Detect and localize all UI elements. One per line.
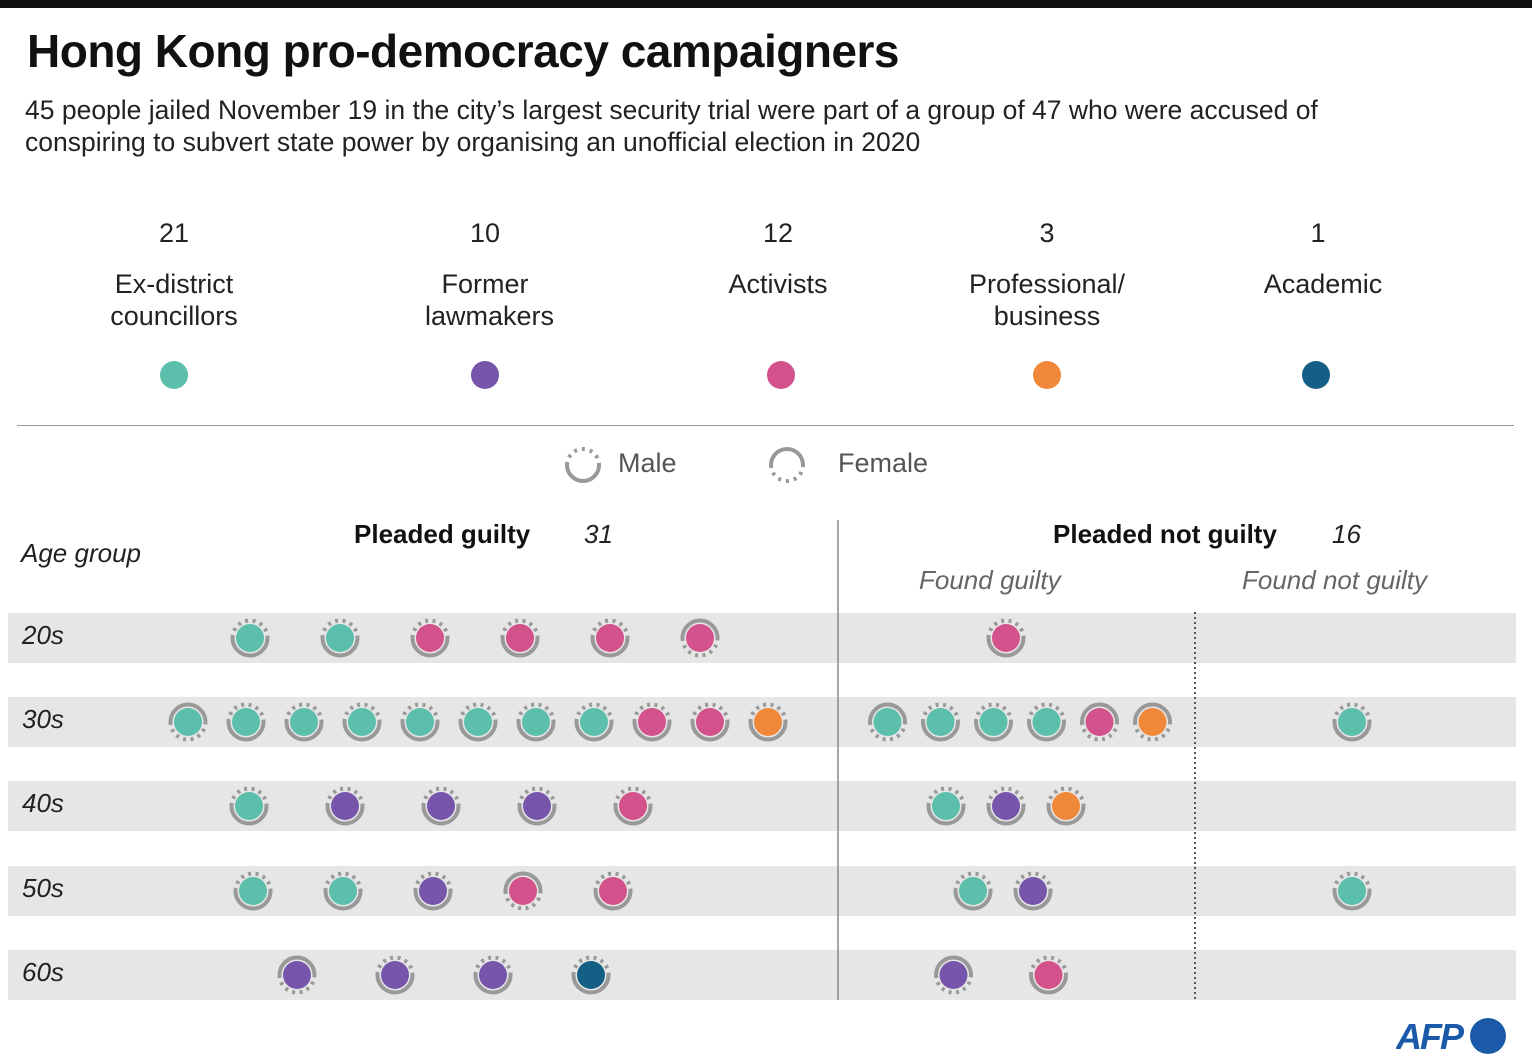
category-label: Ex-district councillors [110,269,238,331]
found-guilty-header: Found guilty [919,565,1061,595]
person-dot [516,702,556,742]
person-dot [400,702,440,742]
person-dot [1027,702,1066,742]
person-dot [974,702,1013,742]
person-dot [284,702,324,742]
person-dot [323,871,363,911]
person-dot [590,618,630,658]
row-label: 50s [22,873,64,903]
person-dot [233,871,273,911]
category-dot [160,361,188,389]
legend-male-label: Male [618,448,677,478]
person-dot [571,955,611,995]
row-band [8,950,1516,1000]
person-dot [1133,702,1172,742]
person-dot [413,871,453,911]
person-dot [1332,702,1372,742]
category-label: Activists [728,269,828,299]
person-dot [748,702,788,742]
pleaded-guilty-header: Pleaded guilty [354,519,531,549]
category-dot [1302,361,1330,389]
person-dot [1029,955,1068,995]
person-dot [632,702,672,742]
row-label: 60s [22,957,64,987]
person-dot [230,618,270,658]
person-dot [574,702,614,742]
category-count: 12 [762,218,794,248]
found-not-guilty-header: Found not guilty [1242,565,1428,595]
person-dot [868,702,907,742]
person-dot [953,871,993,911]
pleaded-guilty-count: 31 [584,519,613,549]
person-dot [229,786,269,826]
person-dot [986,618,1026,658]
person-dot [593,871,633,911]
person-dot [375,955,415,995]
person-dot [1080,702,1119,742]
category-dot [471,361,499,389]
divider [17,425,1514,426]
person-dot [410,618,450,658]
person-dot [517,786,557,826]
svg-text:AFP: AFP [1396,1016,1465,1056]
category-count: 3 [1039,218,1055,248]
category-count: 10 [469,218,501,248]
person-dot [1013,871,1053,911]
person-dot [680,618,720,658]
category-label: Former lawmakers [425,269,555,331]
legend-female-label: Female [838,448,929,478]
person-dot [458,702,498,742]
afp-logo: AFP [1396,1016,1506,1056]
person-dot [934,955,973,995]
person-dot [986,786,1026,826]
person-dot [342,702,382,742]
person-dot [421,786,461,826]
chart-subtitle: 45 people jailed November 19 in the city… [25,95,1318,157]
row-label: 40s [22,788,64,818]
category-count: 1 [1310,218,1326,248]
category-dot [767,361,795,389]
age-group-header: Age group [21,538,141,568]
person-dot [277,955,317,995]
top-bar [0,0,1532,8]
male-icon [565,447,601,483]
person-dot [921,702,960,742]
person-dot [1332,871,1372,911]
person-dot [613,786,653,826]
person-dot [226,702,266,742]
row-band [8,781,1516,831]
female-icon [769,447,805,483]
pleaded-not-guilty-header: Pleaded not guilty [1053,519,1277,549]
person-dot [926,786,966,826]
pleaded-not-guilty-count: 16 [1332,519,1361,549]
person-dot [168,702,208,742]
person-dot [320,618,360,658]
person-dot [473,955,513,995]
category-dot [1033,361,1061,389]
person-dot [690,702,730,742]
row-label: 30s [22,704,64,734]
person-dot [503,871,543,911]
category-label: Academic [1263,269,1383,299]
person-dot [325,786,365,826]
category-label: Professional/ business [968,269,1126,331]
person-dot [500,618,540,658]
row-label: 20s [22,620,64,650]
chart-title: Hong Kong pro-democracy campaigners [27,25,900,77]
person-dot [1046,786,1086,826]
category-count: 21 [158,218,190,248]
